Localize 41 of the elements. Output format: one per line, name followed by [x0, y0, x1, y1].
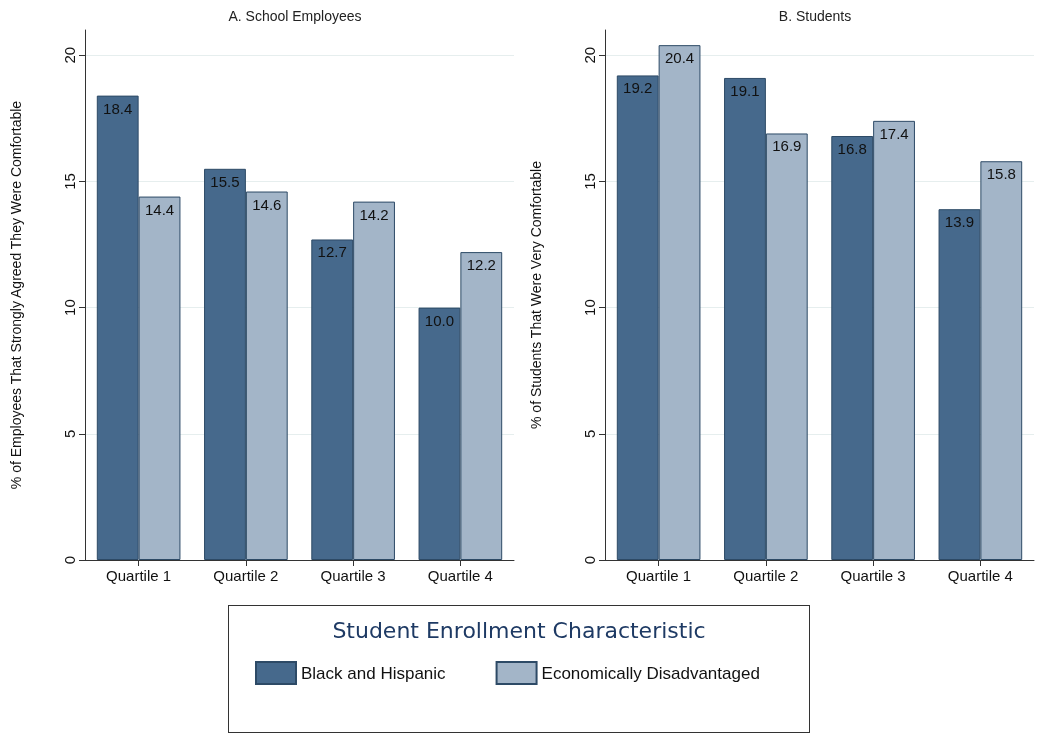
x-tick-label: Quartile 4: [427, 567, 493, 584]
y-tick-label: 10: [61, 299, 78, 316]
y-tick-label: 5: [581, 429, 598, 438]
y-tick-label: 10: [581, 299, 598, 316]
y-axis-title: % of Students That Were Very Comfortable: [528, 160, 544, 429]
data-label: 19.2: [623, 79, 653, 97]
chart-title: A. School Employees: [228, 8, 362, 24]
data-label: 10.0: [424, 311, 455, 329]
y-tick-label: 15: [581, 173, 598, 190]
data-label: 19.1: [730, 81, 760, 99]
legend-title: Student Enrollment Characteristic: [331, 618, 707, 643]
chart-title: B. Students: [778, 8, 852, 24]
data-label: 16.9: [772, 137, 802, 155]
x-tick-label: Quartile 1: [626, 567, 692, 584]
data-label: 15.8: [986, 165, 1016, 183]
y-tick-label: 15: [61, 173, 78, 190]
y-tick-label: 20: [581, 46, 598, 64]
y-tick-label: 5: [61, 429, 78, 438]
data-label: 12.7: [317, 243, 347, 261]
data-label: 18.4: [103, 99, 133, 117]
y-tick-label: 0: [581, 555, 598, 565]
data-label: 14.4: [144, 200, 175, 218]
data-label: 20.4: [664, 49, 695, 67]
x-tick-label: Quartile 2: [733, 567, 799, 584]
y-tick-label: 0: [61, 555, 78, 565]
data-label: 16.8: [837, 140, 867, 157]
y-tick-label: 20: [61, 46, 78, 64]
x-tick-label: Quartile 2: [213, 567, 279, 584]
x-tick-label: Quartile 1: [106, 567, 172, 584]
data-label: 17.4: [879, 124, 909, 142]
data-label: 15.5: [210, 172, 240, 190]
data-label: 14.6: [252, 195, 282, 213]
x-tick-label: Quartile 4: [947, 567, 1013, 584]
legend-label: Black and Hispanic: [301, 663, 447, 683]
data-label: 12.2: [466, 256, 496, 274]
legend-label: Economically Disadvantaged: [541, 663, 760, 683]
y-axis-title: % of Employees That Strongly Agreed They Were Comfortable: [8, 100, 24, 490]
x-tick-label: Quartile 3: [320, 567, 386, 584]
x-tick-label: Quartile 3: [840, 567, 906, 584]
data-label: 13.9: [944, 213, 975, 231]
data-label: 14.2: [359, 205, 389, 223]
